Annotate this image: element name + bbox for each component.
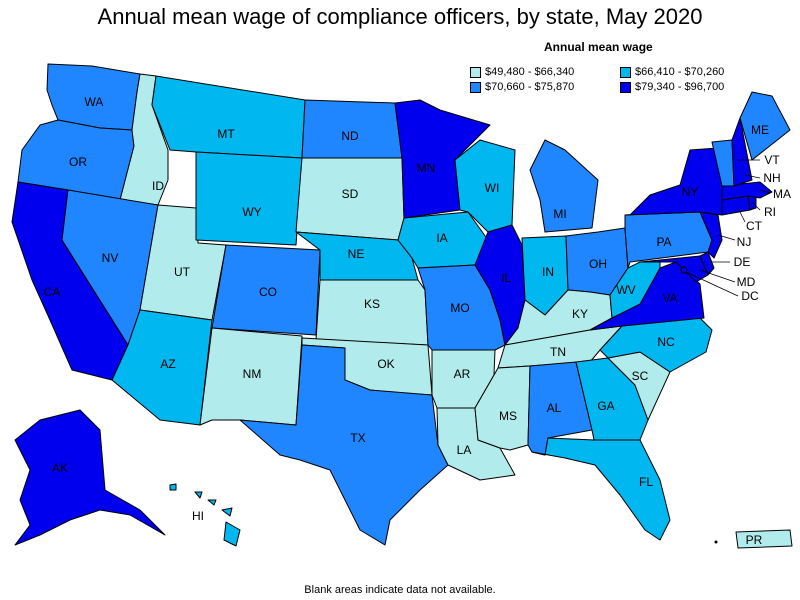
label-ny: NY	[682, 185, 699, 199]
state-dc[interactable]	[680, 266, 688, 274]
label-fl: FL	[639, 475, 653, 489]
label-mi: MI	[553, 207, 566, 221]
state-tx[interactable]	[239, 344, 449, 546]
label-co: CO	[259, 285, 277, 299]
label-oh: OH	[589, 257, 607, 271]
label-ut: UT	[174, 265, 191, 279]
label-sd: SD	[342, 187, 359, 201]
label-tn: TN	[550, 345, 566, 359]
label-pr: PR	[746, 533, 763, 547]
legend-item-bin-3: $79,340 - $96,700	[620, 81, 724, 93]
legend-item-bin-1: $66,410 - $70,260	[620, 66, 724, 78]
label-ma: MA	[773, 187, 791, 201]
label-ok: OK	[377, 357, 394, 371]
label-md: MD	[737, 275, 756, 289]
label-sc: SC	[632, 369, 649, 383]
leader-dc	[685, 271, 739, 297]
label-ca: CA	[44, 285, 61, 299]
label-nc: NC	[657, 335, 675, 349]
label-nv: NV	[102, 251, 119, 265]
state-nj[interactable]	[699, 211, 723, 259]
legend-label-bin-2: $70,660 - $75,870	[485, 81, 575, 93]
legend-swatch-bin-0	[470, 66, 481, 78]
label-de: DE	[734, 255, 751, 269]
label-mn: MN	[417, 161, 436, 175]
label-il: IL	[501, 271, 511, 285]
legend-swatch-bin-3	[620, 81, 631, 93]
label-nd: ND	[341, 129, 359, 143]
legend-item-bin-2: $70,660 - $75,870	[470, 81, 574, 93]
legend-item-bin-0: $49,480 - $66,340	[470, 66, 574, 78]
label-nh: NH	[763, 171, 780, 185]
label-wa: WA	[85, 95, 104, 109]
state-nh[interactable]	[731, 117, 753, 187]
state-ri[interactable]	[747, 195, 757, 211]
label-ks: KS	[364, 297, 380, 311]
leader-ma	[759, 189, 771, 194]
label-mo: MO	[450, 301, 469, 315]
label-dc: DC	[741, 289, 759, 303]
label-ct: CT	[746, 219, 763, 233]
label-me: ME	[751, 123, 769, 137]
state-wy[interactable]	[195, 151, 303, 246]
legend-label-bin-0: $49,480 - $66,340	[485, 66, 575, 78]
label-ms: MS	[499, 409, 517, 423]
label-wv: WV	[616, 283, 635, 297]
label-wy: WY	[242, 205, 261, 219]
state-mt[interactable]	[151, 75, 306, 159]
label-ar: AR	[454, 367, 471, 381]
label-ky: KY	[572, 307, 588, 321]
label-al: AL	[547, 401, 562, 415]
label-vt: VT	[764, 153, 780, 167]
leader-nj	[717, 234, 736, 241]
legend-label-bin-1: $66,410 - $70,260	[635, 66, 725, 78]
footnote: Blank areas indicate data not available.	[304, 584, 496, 596]
label-ga: GA	[597, 399, 614, 413]
map-title: Annual mean wage of compliance officers,…	[97, 4, 703, 29]
leader-ri	[751, 201, 761, 211]
label-wi: WI	[485, 181, 500, 195]
legend-title: Annual mean wage	[544, 40, 653, 54]
state-fl[interactable]	[531, 437, 671, 541]
label-nm: NM	[243, 367, 262, 381]
state-hi[interactable]	[169, 483, 241, 547]
state-ma[interactable]	[721, 181, 773, 201]
label-nj: NJ	[737, 235, 752, 249]
state-ks[interactable]	[315, 279, 429, 346]
legend-label-bin-3: $79,340 - $96,700	[635, 81, 725, 93]
label-mt: MT	[217, 127, 235, 141]
legend-swatch-bin-2	[470, 81, 481, 93]
state-wv[interactable]	[609, 261, 661, 319]
state-de[interactable]	[699, 251, 715, 276]
label-in: IN	[542, 265, 554, 279]
leader-ct	[737, 207, 746, 223]
leader-nh	[744, 174, 761, 179]
legend-swatch-bin-1	[620, 66, 631, 78]
label-or: OR	[69, 155, 87, 169]
state-ny[interactable]	[624, 147, 729, 216]
label-ak: AK	[52, 461, 68, 475]
label-va: VA	[662, 291, 677, 305]
label-id: ID	[152, 179, 164, 193]
label-hi: HI	[192, 509, 204, 523]
state-mi[interactable]	[529, 139, 599, 233]
leader-md	[699, 269, 736, 283]
label-la: LA	[457, 443, 472, 457]
state-pr[interactable]	[735, 529, 793, 549]
label-tx: TX	[350, 431, 365, 445]
label-az: AZ	[160, 357, 175, 371]
label-ia: IA	[436, 231, 447, 245]
state-az[interactable]	[111, 309, 213, 426]
label-pa: PA	[656, 235, 671, 249]
label-ri: RI	[764, 205, 776, 219]
pr-island-dot	[714, 540, 718, 544]
state-me[interactable]	[739, 91, 791, 161]
label-ne: NE	[348, 247, 365, 261]
state-ak[interactable]	[14, 409, 166, 546]
